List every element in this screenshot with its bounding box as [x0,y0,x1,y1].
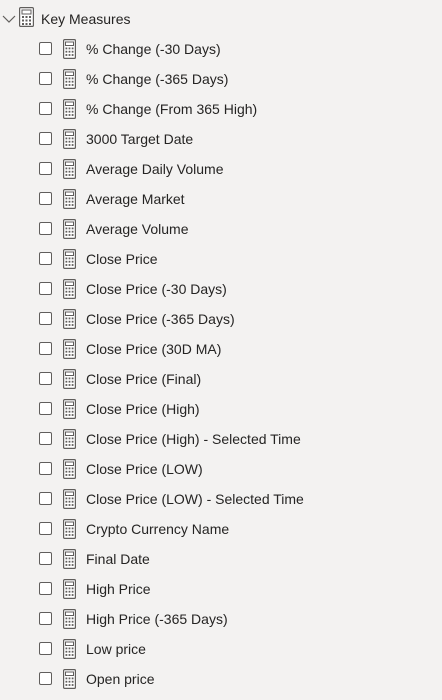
measure-item[interactable]: High Price [0,575,442,605]
calculator-icon [63,129,77,149]
measure-label: Final Date [86,551,150,567]
calculator-icon [63,279,77,299]
measure-label: Low price [86,641,146,657]
measure-checkbox[interactable] [39,492,52,505]
calculator-icon [63,519,77,539]
measure-label: Close Price (Final) [86,371,202,387]
measure-item[interactable]: Average Daily Volume [0,155,442,185]
measure-checkbox[interactable] [39,672,52,685]
measure-checkbox[interactable] [39,402,52,415]
measure-checkbox[interactable] [39,372,52,385]
measure-checkbox[interactable] [39,612,52,625]
calculator-icon [63,639,77,659]
measure-label: High Price [86,581,151,597]
chevron-down-icon[interactable] [0,8,18,30]
key-measures-group[interactable]: Key Measures [0,6,131,32]
measure-label: Close Price (-365 Days) [86,311,235,327]
measure-item[interactable]: Open price [0,665,442,695]
calculator-icon [63,219,77,239]
measure-label: Close Price (High) [86,401,200,417]
measure-item[interactable]: Close Price (Final) [0,365,442,395]
calculator-icon [63,309,77,329]
measure-checkbox[interactable] [39,132,52,145]
measure-item[interactable]: 3000 Target Date [0,125,442,155]
measure-checkbox[interactable] [39,462,52,475]
calculator-icon [63,669,77,689]
calculator-icon [63,99,77,119]
calculator-icon [63,429,77,449]
measure-item[interactable]: Close Price (High) [0,395,442,425]
measure-item[interactable]: Close Price [0,245,442,275]
calculator-icon [63,459,77,479]
calculator-icon [63,489,77,509]
calculator-icon [63,69,77,89]
measure-label: High Price (-365 Days) [86,611,228,627]
calculator-icon [19,6,35,32]
measure-label: Average Market [86,191,185,207]
measure-item[interactable]: Average Market [0,185,442,215]
measure-label: Close Price (LOW) - Selected Time [86,491,304,507]
group-label: Key Measures [41,11,131,27]
measure-checkbox[interactable] [39,102,52,115]
measure-label: % Change (From 365 High) [86,101,258,117]
measure-item[interactable]: Close Price (LOW) [0,455,442,485]
measure-checkbox[interactable] [39,282,52,295]
calculator-icon [63,249,77,269]
measure-item[interactable]: Close Price (-365 Days) [0,305,442,335]
measure-item[interactable]: High Price (-365 Days) [0,605,442,635]
calculator-icon [63,39,77,59]
measure-checkbox[interactable] [39,222,52,235]
measure-label: 3000 Target Date [86,131,194,147]
calculator-icon [63,579,77,599]
measure-item[interactable]: % Change (-30 Days) [0,35,442,65]
measure-label: Crypto Currency Name [86,521,230,537]
measure-label: Close Price (High) - Selected Time [86,431,301,447]
measure-item[interactable]: Close Price (30D MA) [0,335,442,365]
calculator-icon [63,399,77,419]
measure-checkbox[interactable] [39,42,52,55]
measure-checkbox[interactable] [39,312,52,325]
measure-checkbox[interactable] [39,72,52,85]
calculator-icon [63,549,77,569]
measure-label: Average Daily Volume [86,161,224,177]
calculator-icon [63,339,77,359]
calculator-icon [63,369,77,389]
measure-checkbox[interactable] [39,522,52,535]
measure-checkbox[interactable] [39,252,52,265]
measure-label: % Change (-365 Days) [86,71,229,87]
measure-label: Close Price (30D MA) [86,341,222,357]
measure-checkbox[interactable] [39,432,52,445]
measure-item[interactable]: % Change (-365 Days) [0,65,442,95]
measure-label: Close Price [86,251,158,267]
measure-list: % Change (-30 Days) % Change (-365 Days)… [0,35,442,695]
measure-item[interactable]: Final Date [0,545,442,575]
measure-checkbox[interactable] [39,582,52,595]
measure-checkbox[interactable] [39,162,52,175]
measure-checkbox[interactable] [39,342,52,355]
measure-checkbox[interactable] [39,552,52,565]
measure-item[interactable]: Low price [0,635,442,665]
measure-label: Close Price (LOW) [86,461,203,477]
measure-item[interactable]: Close Price (-30 Days) [0,275,442,305]
measure-checkbox[interactable] [39,192,52,205]
measure-label: Close Price (-30 Days) [86,281,227,297]
measure-label: % Change (-30 Days) [86,41,221,57]
measure-label: Average Volume [86,221,189,237]
measure-item[interactable]: % Change (From 365 High) [0,95,442,125]
measure-checkbox[interactable] [39,642,52,655]
calculator-icon [63,189,77,209]
measure-item[interactable]: Close Price (LOW) - Selected Time [0,485,442,515]
calculator-icon [63,609,77,629]
measure-item[interactable]: Close Price (High) - Selected Time [0,425,442,455]
measure-label: Open price [86,671,155,687]
calculator-icon [63,159,77,179]
measure-item[interactable]: Crypto Currency Name [0,515,442,545]
measure-item[interactable]: Average Volume [0,215,442,245]
